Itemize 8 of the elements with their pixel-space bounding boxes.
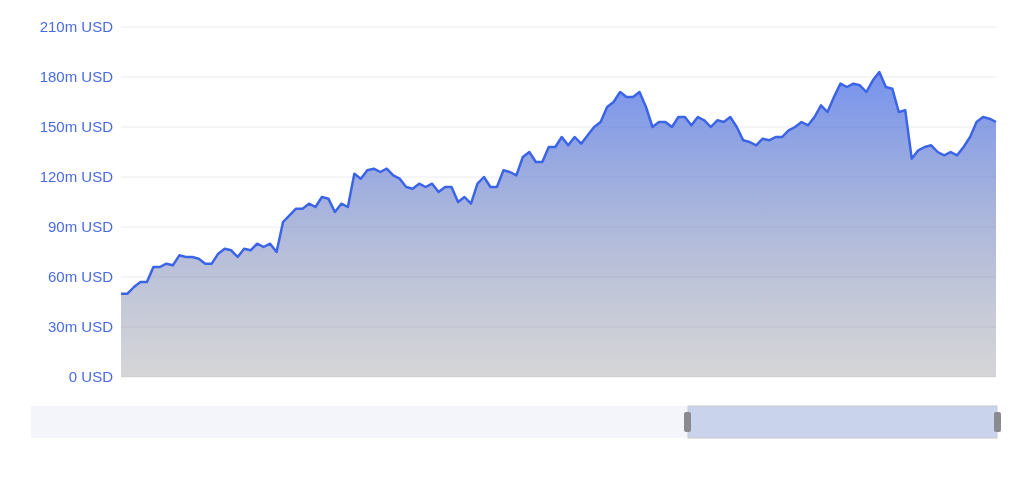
y-tick-label: 60m USD — [47, 268, 114, 286]
y-tick-label: 210m USD — [39, 18, 114, 36]
y-tick-label: 120m USD — [39, 168, 114, 186]
y-tick-label: 0 USD — [68, 368, 114, 386]
y-tick-label: 90m USD — [47, 218, 114, 236]
y-tick-label: 30m USD — [47, 318, 114, 336]
y-tick-label: 150m USD — [39, 118, 114, 136]
y-tick-label: 180m USD — [39, 68, 114, 86]
